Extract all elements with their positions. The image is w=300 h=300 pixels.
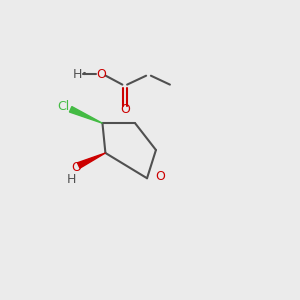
Text: O: O bbox=[120, 103, 130, 116]
Polygon shape bbox=[77, 153, 105, 168]
Text: H: H bbox=[67, 173, 76, 186]
Polygon shape bbox=[69, 106, 102, 123]
Text: O: O bbox=[96, 68, 106, 81]
Text: Cl: Cl bbox=[58, 100, 70, 112]
Text: H: H bbox=[73, 68, 82, 81]
Text: O: O bbox=[155, 170, 165, 183]
Text: O: O bbox=[71, 161, 81, 174]
